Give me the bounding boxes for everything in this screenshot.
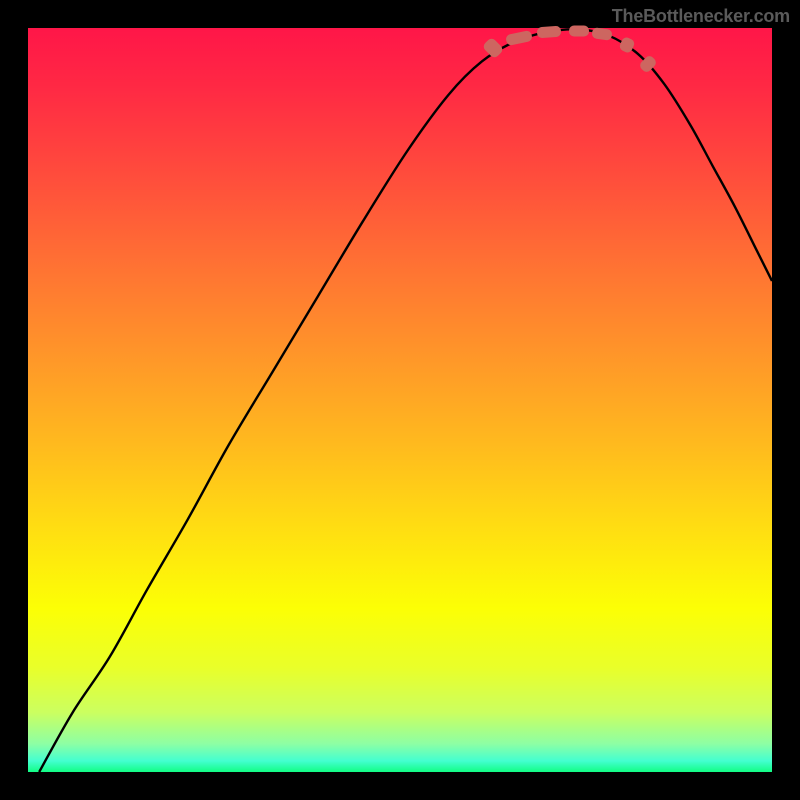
chart-panel: [28, 28, 772, 772]
attribution-text: TheBottlenecker.com: [612, 6, 790, 27]
valley-marker: [618, 36, 636, 54]
valley-marker: [569, 25, 589, 36]
valley-marker: [482, 37, 505, 60]
valley-marker: [505, 30, 533, 46]
valley-marker: [639, 54, 659, 74]
valley-marker: [592, 27, 613, 41]
optimal-zone-markers: [28, 28, 772, 772]
valley-marker: [536, 26, 561, 39]
